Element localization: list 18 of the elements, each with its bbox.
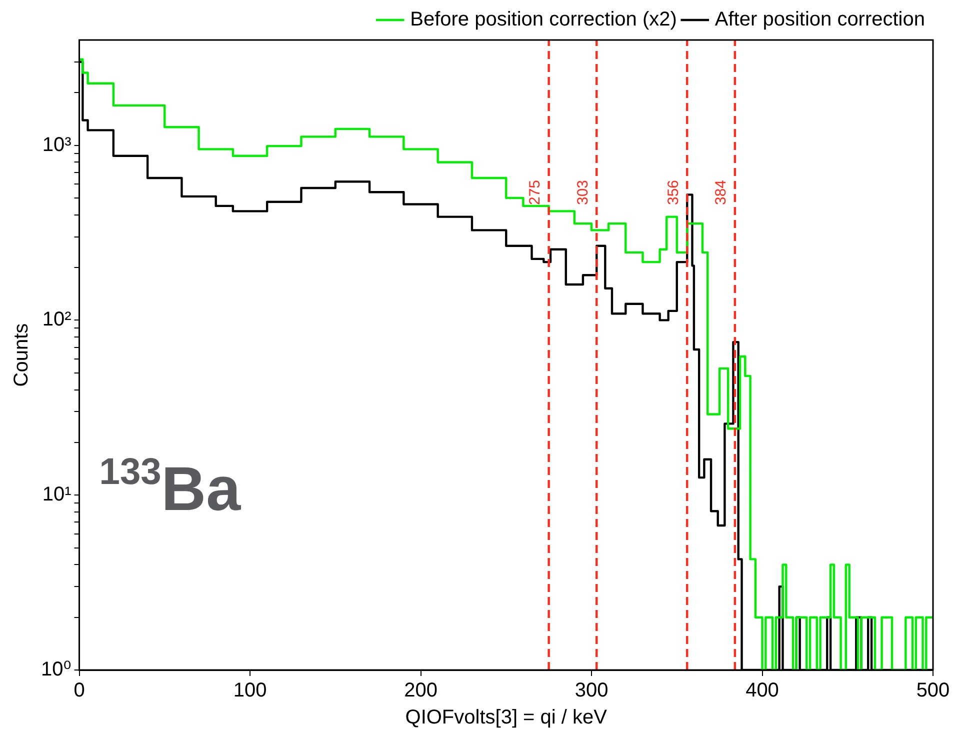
legend-label: Before position correction (x2)	[410, 8, 677, 31]
x-tick-label: 0	[74, 680, 85, 702]
x-tick-label: 300	[574, 680, 608, 702]
x-axis-title: QIOFvolts[3] = qi / keV	[405, 706, 608, 729]
ref-line-label: 275	[526, 180, 544, 205]
x-tick-label: 200	[404, 680, 438, 702]
y-axis-title: Counts	[10, 323, 33, 387]
legend-label: After position correction	[714, 8, 926, 31]
x-tick-label: 500	[916, 680, 950, 702]
y-tick-label: 10⁰	[41, 658, 72, 681]
x-tick-label: 100	[233, 680, 267, 702]
ref-line-label: 384	[712, 180, 730, 205]
ref-line-label: 303	[574, 180, 592, 205]
y-tick-label: 10²	[42, 308, 72, 331]
x-tick-label: 400	[746, 680, 779, 702]
y-tick-label: 10¹	[42, 484, 72, 506]
y-tick-label: 10³	[42, 134, 72, 156]
ref-line-label: 356	[664, 180, 682, 205]
